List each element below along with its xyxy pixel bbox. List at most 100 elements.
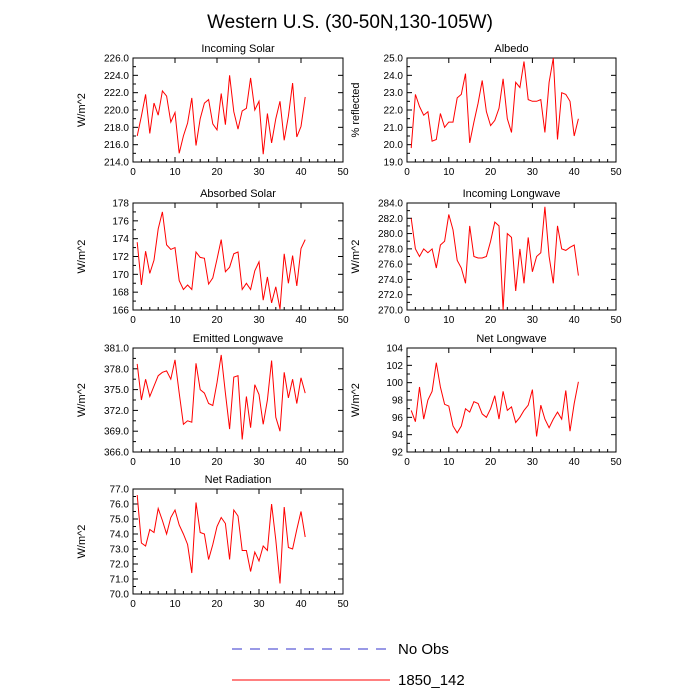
net-radiation-ytick-label: 77.0 xyxy=(110,485,130,496)
emitted-longwave-xtick-label: 40 xyxy=(295,457,307,468)
net-radiation-series-line-0 xyxy=(136,494,306,584)
incoming-solar-ytick-label: 218.0 xyxy=(104,123,129,134)
albedo-xtick-label: 40 xyxy=(569,167,581,178)
incoming-longwave-ytick-label: 278.0 xyxy=(378,244,403,255)
net-longwave-ytick-label: 96 xyxy=(392,413,404,424)
incoming-solar-xtick-label: 0 xyxy=(130,167,136,178)
albedo-ylabel: % reflected xyxy=(350,82,362,137)
albedo-xtick-label: 20 xyxy=(485,167,497,178)
emitted-longwave-xtick-label: 50 xyxy=(337,457,349,468)
incoming-longwave-ytick-label: 270.0 xyxy=(378,306,403,317)
incoming-solar-xtick-label: 20 xyxy=(211,167,223,178)
net-longwave-xtick-label: 50 xyxy=(610,457,622,468)
panel-incoming-solar: Incoming Solar 214.0 216.0 218.0 220.0 222.0 2… xyxy=(76,43,349,178)
albedo-ytick-label: 24.0 xyxy=(384,71,404,82)
incoming-longwave-ytick-label: 280.0 xyxy=(378,229,403,240)
incoming-longwave-title: Incoming Longwave xyxy=(463,188,561,200)
legend: No Obs 1850_142 xyxy=(232,641,465,689)
incoming-longwave-xtick-label: 50 xyxy=(610,315,622,326)
albedo-ytick-label: 25.0 xyxy=(384,54,404,65)
absorbed-solar-xtick-label: 0 xyxy=(130,315,136,326)
incoming-solar-ytick-label: 214.0 xyxy=(104,158,129,169)
albedo-ytick-label: 21.0 xyxy=(384,123,404,134)
emitted-longwave-title: Emitted Longwave xyxy=(193,333,284,345)
incoming-solar-ytick-label: 216.0 xyxy=(104,140,129,151)
albedo-xtick-label: 10 xyxy=(443,167,455,178)
net-longwave-ytick-label: 92 xyxy=(392,448,404,459)
net-longwave-xtick-label: 40 xyxy=(569,457,581,468)
absorbed-solar-ytick-label: 176 xyxy=(112,216,129,227)
absorbed-solar-xtick-label: 20 xyxy=(211,315,223,326)
incoming-solar-ytick-label: 224.0 xyxy=(104,71,129,82)
net-radiation-ylabel: W/m^2 xyxy=(76,525,88,559)
net-radiation-title: Net Radiation xyxy=(205,474,272,486)
net-radiation-xtick-label: 20 xyxy=(211,599,223,610)
net-radiation-ytick-label: 76.0 xyxy=(110,500,130,511)
net-radiation-xtick-label: 40 xyxy=(295,599,307,610)
panel-net-longwave: Net Longwave 92 94 96 98 100 102 104 0 10 20 30 40 50… xyxy=(350,333,622,468)
emitted-longwave-ytick-label: 378.0 xyxy=(104,364,129,375)
emitted-longwave-series-line-0 xyxy=(136,354,306,440)
incoming-longwave-xtick-label: 40 xyxy=(569,315,581,326)
absorbed-solar-ytick-label: 170 xyxy=(112,270,129,281)
net-longwave-xtick-label: 20 xyxy=(485,457,497,468)
panel-albedo: Albedo 19.0 20.0 21.0 22.0 23.0 24.0 25.0 0 10 20 3… xyxy=(350,43,622,178)
albedo-ytick-label: 20.0 xyxy=(384,140,404,151)
absorbed-solar-xtick-label: 40 xyxy=(295,315,307,326)
incoming-solar-ylabel: W/m^2 xyxy=(76,93,88,127)
incoming-solar-ytick-label: 226.0 xyxy=(104,54,129,65)
incoming-solar-ytick-label: 222.0 xyxy=(104,88,129,99)
albedo-title: Albedo xyxy=(494,43,528,55)
panel-absorbed-solar: Absorbed Solar 166 168 170 172 174 176 178 0 10 20… xyxy=(76,188,349,326)
incoming-solar-series-line-0 xyxy=(136,75,306,155)
net-radiation-ytick-label: 73.0 xyxy=(110,545,130,556)
absorbed-solar-ytick-label: 166 xyxy=(112,306,129,317)
albedo-ytick-label: 19.0 xyxy=(384,158,404,169)
net-radiation-xtick-label: 50 xyxy=(337,599,349,610)
net-longwave-xtick-label: 30 xyxy=(527,457,539,468)
incoming-solar-xtick-label: 30 xyxy=(253,167,265,178)
net-radiation-ytick-label: 72.0 xyxy=(110,560,130,571)
incoming-solar-title: Incoming Solar xyxy=(201,43,275,55)
albedo-xtick-label: 0 xyxy=(404,167,410,178)
net-longwave-ytick-label: 100 xyxy=(386,378,403,389)
net-radiation-ytick-label: 70.0 xyxy=(110,590,130,601)
net-longwave-ytick-label: 104 xyxy=(386,344,403,355)
absorbed-solar-series-line-0 xyxy=(136,211,306,310)
net-radiation-ytick-label: 71.0 xyxy=(110,575,130,586)
absorbed-solar-xtick-label: 30 xyxy=(253,315,265,326)
incoming-longwave-ytick-label: 272.0 xyxy=(378,290,403,301)
albedo-plot-frame xyxy=(406,57,617,163)
emitted-longwave-plot-frame xyxy=(132,347,344,453)
net-radiation-xtick-label: 30 xyxy=(253,599,265,610)
incoming-longwave-ytick-label: 274.0 xyxy=(378,275,403,286)
absorbed-solar-xtick-label: 10 xyxy=(169,315,181,326)
emitted-longwave-ytick-label: 372.0 xyxy=(104,406,129,417)
net-radiation-plot-frame xyxy=(132,488,344,595)
incoming-longwave-ytick-label: 276.0 xyxy=(378,260,403,271)
net-radiation-ytick-label: 74.0 xyxy=(110,530,130,541)
incoming-solar-ytick-label: 220.0 xyxy=(104,106,129,117)
albedo-xtick-label: 50 xyxy=(610,167,622,178)
incoming-solar-plot-frame xyxy=(132,57,344,163)
albedo-ytick-label: 23.0 xyxy=(384,88,404,99)
net-radiation-xtick-label: 0 xyxy=(130,599,136,610)
absorbed-solar-plot-frame xyxy=(132,202,344,311)
incoming-longwave-ytick-label: 284.0 xyxy=(378,199,403,210)
absorbed-solar-ytick-label: 168 xyxy=(112,288,129,299)
emitted-longwave-ytick-label: 369.0 xyxy=(104,427,129,438)
albedo-series-line-0 xyxy=(410,57,579,149)
net-longwave-xtick-label: 10 xyxy=(443,457,455,468)
emitted-longwave-xtick-label: 30 xyxy=(253,457,265,468)
panel-incoming-longwave: Incoming Longwave 270.0 272.0 274.0 276.0 278… xyxy=(350,188,622,326)
incoming-longwave-xtick-label: 20 xyxy=(485,315,497,326)
incoming-solar-xtick-label: 10 xyxy=(169,167,181,178)
absorbed-solar-title: Absorbed Solar xyxy=(200,188,276,200)
absorbed-solar-xtick-label: 50 xyxy=(337,315,349,326)
emitted-longwave-xtick-label: 20 xyxy=(211,457,223,468)
absorbed-solar-ytick-label: 174 xyxy=(112,234,129,245)
legend-label-no-obs: No Obs xyxy=(398,641,449,658)
incoming-longwave-series-line-0 xyxy=(410,206,579,311)
net-longwave-ylabel: W/m^2 xyxy=(350,383,362,417)
